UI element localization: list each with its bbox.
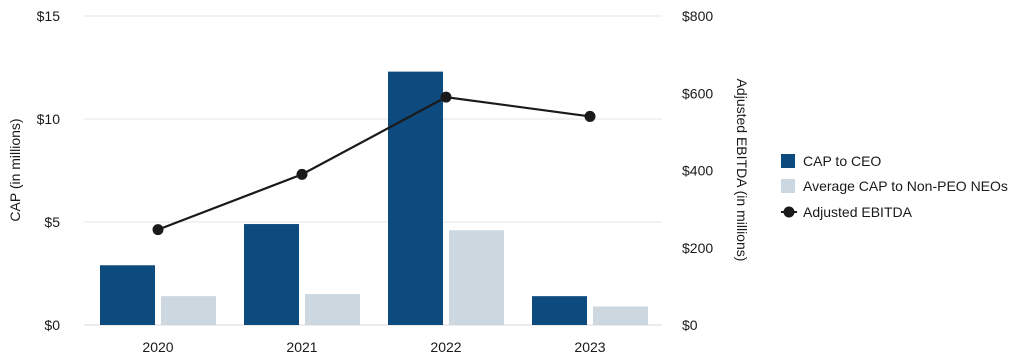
legend-label-average-cap: Average CAP to Non-PEO NEOs (803, 178, 1008, 194)
x-tick-label: 2022 (430, 339, 461, 355)
y-tick-label: $0 (44, 317, 60, 333)
x-tick-label: 2020 (142, 339, 173, 355)
ebitda-point (584, 110, 596, 122)
left-axis-title: CAP (in millions) (7, 118, 23, 221)
ebitda-line (152, 91, 596, 236)
legend-marker-ebitda (783, 206, 795, 218)
left-axis-ticks: $0 $5 $10 $15 (37, 8, 61, 333)
bar-average-cap (593, 306, 648, 325)
bars (100, 71, 648, 326)
y-tick-label: $15 (37, 8, 61, 24)
ebitda-point (152, 224, 164, 236)
ebitda-point (440, 91, 452, 103)
legend: CAP to CEO Average CAP to Non-PEO NEOs A… (781, 153, 1008, 220)
gridlines (84, 15, 662, 326)
x-tick-label: 2023 (574, 339, 605, 355)
bar-average-cap (305, 294, 360, 325)
ebitda-point (296, 168, 308, 180)
legend-label-cap-to-ceo: CAP to CEO (803, 153, 881, 169)
y2-tick-label: $400 (682, 163, 713, 179)
bar-average-cap (449, 230, 504, 325)
y-tick-label: $5 (44, 214, 60, 230)
bar-cap-to-ceo (388, 71, 443, 326)
y2-tick-label: $600 (682, 85, 713, 101)
bar-average-cap (161, 296, 216, 325)
legend-swatch-average-cap (781, 179, 795, 193)
x-axis-ticks: 2020 2021 2022 2023 (142, 339, 605, 355)
right-axis-ticks: $0 $200 $400 $600 $800 (682, 8, 713, 333)
right-axis-title: Adjusted EBITDA (in millions) (734, 79, 750, 262)
y-tick-label: $10 (37, 111, 61, 127)
y2-tick-label: $0 (682, 317, 698, 333)
y2-tick-label: $200 (682, 240, 713, 256)
y2-tick-label: $800 (682, 8, 713, 24)
x-tick-label: 2021 (286, 339, 317, 355)
legend-label-ebitda: Adjusted EBITDA (803, 204, 913, 220)
ebitda-line-path (157, 95, 591, 231)
legend-swatch-cap-to-ceo (781, 154, 795, 168)
bar-cap-to-ceo (244, 224, 299, 325)
bar-cap-to-ceo (100, 265, 155, 325)
bar-cap-to-ceo (532, 296, 587, 325)
